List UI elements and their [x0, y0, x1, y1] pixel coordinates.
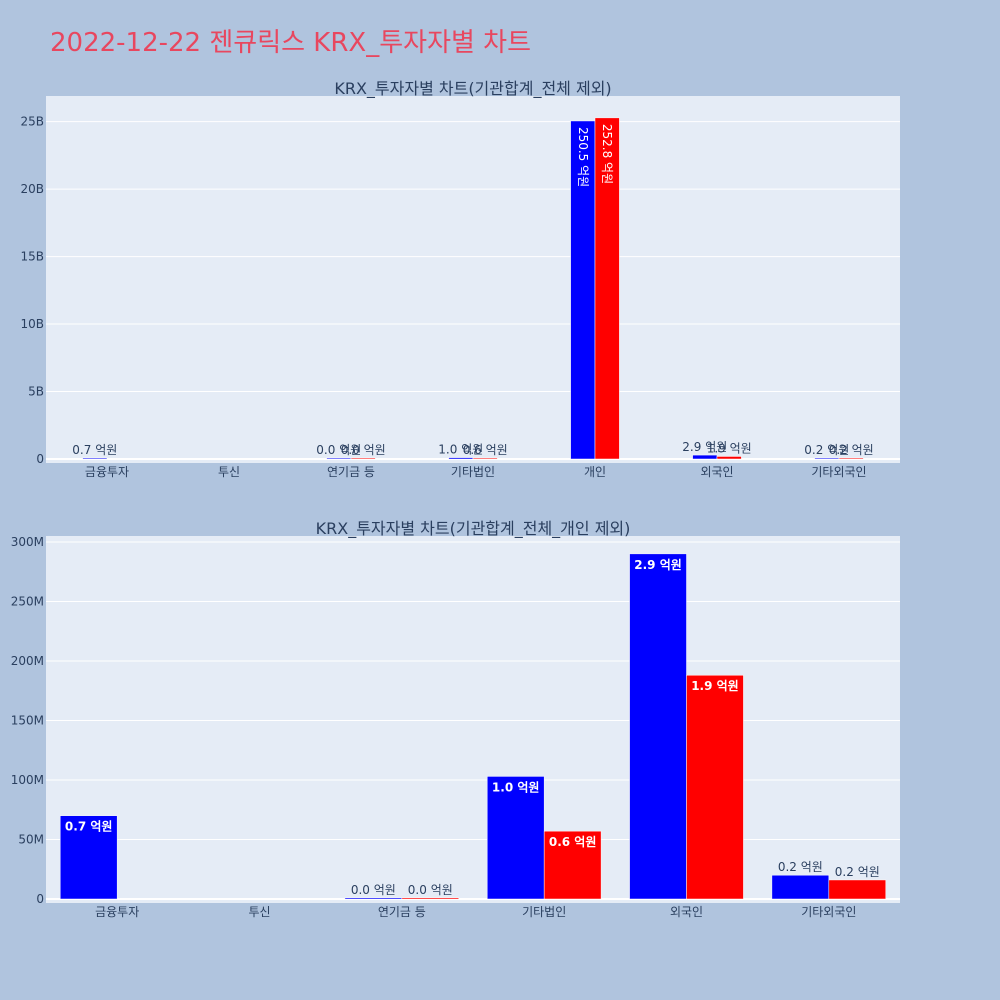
- chart-title: KRX_투자자별 차트(기관합계_전체 제외): [334, 79, 611, 99]
- x-tick-label: 금융투자: [95, 905, 139, 919]
- data-label: 1.9 억원: [707, 441, 752, 455]
- bar: [828, 879, 887, 900]
- bar: [771, 874, 830, 900]
- x-tick-label: 외국인: [670, 905, 703, 919]
- data-label: 1.0 억원: [492, 780, 540, 794]
- x-tick-label: 금융투자: [85, 465, 129, 479]
- y-tick-label: 150M: [11, 713, 44, 727]
- x-tick-label: 기타법인: [451, 465, 495, 479]
- chart-title: KRX_투자자별 차트(기관합계_전체_개인 제외): [316, 519, 631, 539]
- y-tick-label: 10B: [20, 317, 44, 331]
- bar: [570, 120, 596, 460]
- data-label: 0.2 억원: [778, 860, 823, 874]
- data-label: 0.7 억원: [72, 443, 117, 457]
- y-tick-label: 100M: [11, 773, 44, 787]
- bar: [401, 897, 460, 900]
- plot-area: [46, 536, 900, 903]
- data-label: 1.9 억원: [691, 679, 739, 693]
- bar: [814, 457, 840, 460]
- y-tick-label: 0: [36, 452, 44, 466]
- x-tick-label: 연기금 등: [378, 905, 426, 919]
- data-label: 252.8 억원: [600, 124, 614, 184]
- y-tick-label: 0: [36, 892, 44, 906]
- bar: [59, 815, 118, 900]
- x-tick-label: 외국인: [700, 465, 733, 479]
- bar: [350, 457, 376, 460]
- x-tick-label: 개인: [584, 465, 606, 479]
- bar: [629, 553, 687, 900]
- y-tick-label: 20B: [20, 182, 44, 196]
- y-tick-label: 250M: [11, 594, 44, 608]
- data-label: 0.6 억원: [463, 443, 508, 457]
- data-label: 2.9 억원: [634, 558, 682, 572]
- bar: [692, 454, 718, 460]
- data-label: 2.9 억원: [682, 440, 727, 454]
- x-tick-label: 기타외국인: [811, 465, 866, 479]
- data-label: 0.6 억원: [549, 835, 597, 849]
- page-title: 2022-12-22 젠큐릭스 KRX_투자자별 차트: [50, 28, 532, 58]
- bar: [594, 117, 620, 460]
- y-tick-label: 5B: [28, 385, 44, 399]
- bar: [716, 456, 742, 460]
- bar: [838, 457, 864, 460]
- x-tick-label: 연기금 등: [327, 465, 375, 479]
- data-label: 0.2 억원: [835, 865, 880, 879]
- plot-area: [46, 96, 900, 463]
- data-label: 0.2 억원: [804, 443, 849, 457]
- y-tick-label: 300M: [11, 535, 44, 549]
- y-tick-label: 25B: [20, 115, 44, 129]
- x-tick-label: 기타외국인: [801, 905, 856, 919]
- bar: [472, 457, 498, 460]
- data-label: 0.0 억원: [341, 443, 386, 457]
- bar: [543, 830, 602, 900]
- data-label: 0.0 억원: [351, 883, 396, 897]
- y-tick-label: 50M: [18, 832, 44, 846]
- y-tick-label: 200M: [11, 654, 44, 668]
- data-label: 0.0 억원: [408, 883, 453, 897]
- data-label: 0.0 억원: [316, 443, 361, 457]
- bar: [486, 776, 545, 900]
- data-label: 250.5 억원: [576, 127, 590, 187]
- x-tick-label: 기타법인: [522, 905, 566, 919]
- x-tick-label: 투신: [248, 905, 270, 919]
- bar: [326, 457, 352, 460]
- chart-1: 0 5B 10B 15B 20B 25B KRX_투자자별 차트(기관합계_전체 제외) 금융…: [20, 79, 900, 479]
- data-label: 0.2 억원: [829, 443, 874, 457]
- bar: [82, 457, 108, 460]
- x-tick-label: 투신: [218, 465, 240, 479]
- bar: [344, 897, 403, 900]
- bar: [686, 674, 744, 900]
- bar: [448, 457, 474, 460]
- chart-2: 0 50M 100M 150M 200M 250M 300M KRX_투자자별 차트(기관합계…: [11, 519, 900, 919]
- data-label: 1.0 억원: [438, 443, 483, 457]
- data-label: 0.7 억원: [65, 820, 113, 834]
- y-tick-label: 15B: [20, 250, 44, 264]
